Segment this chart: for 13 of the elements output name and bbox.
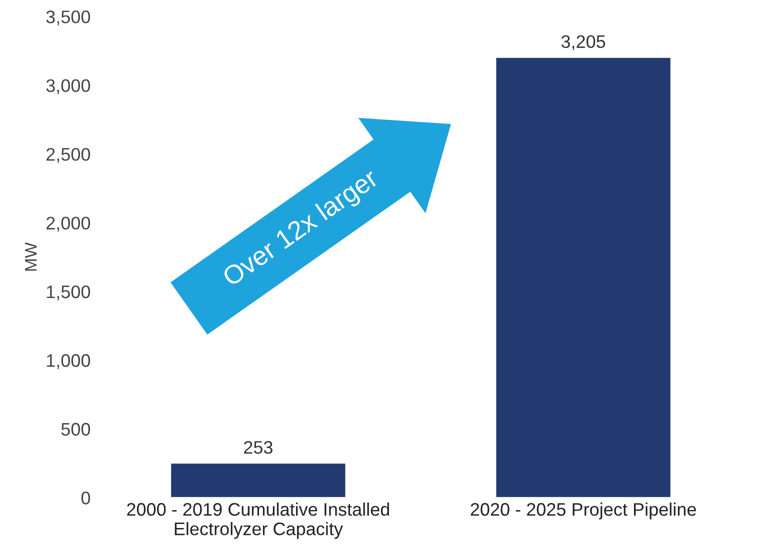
data-label: 253 (244, 441, 272, 454)
y-tick-label: 2,000 (46, 216, 90, 232)
x-tick-label: 2000 - 2019 Cumulative Installed Electrolyzer Capacity (127, 502, 390, 539)
y-tick-label: 3,000 (46, 79, 90, 94)
y-axis-title: MW (25, 242, 37, 271)
y-tick-label: 1,500 (46, 285, 90, 300)
y-tick-label: 2,500 (46, 148, 90, 163)
y-tick-label: 0 (81, 492, 90, 504)
data-label: 3,205 (561, 35, 606, 50)
y-tick-label: 3,500 (46, 10, 90, 26)
y-tick-label: 1,000 (46, 354, 90, 370)
y-tick-label: 500 (61, 422, 90, 436)
x-tick-label: 2020 - 2025 Project Pipeline (470, 502, 696, 520)
